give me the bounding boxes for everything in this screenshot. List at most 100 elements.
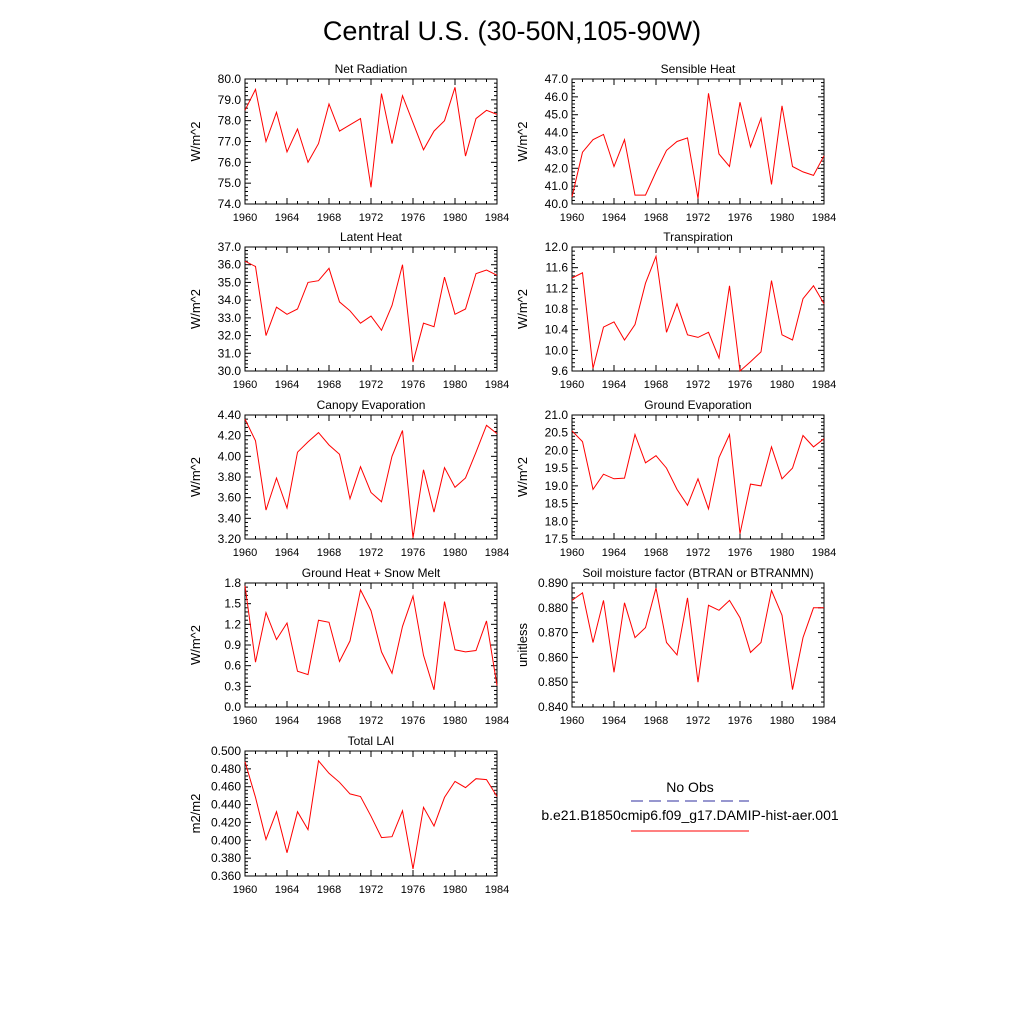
y-tick-label: 44.0 [545, 126, 569, 140]
page-title: Central U.S. (30-50N,105-90W) [323, 16, 701, 46]
x-tick-label: 1984 [485, 379, 509, 391]
y-tick-label: 18.0 [545, 514, 569, 528]
y-tick-label: 0.420 [211, 815, 241, 829]
panel-frame [244, 414, 498, 540]
panel-4: Transpiration W/m^2 1960 1964 1968 1972 1976 19… [515, 230, 836, 391]
series-line [571, 254, 825, 373]
y-tick-label: 19.0 [545, 479, 569, 493]
y-tick-label: 3.20 [218, 532, 242, 546]
y-tick-label: 9.6 [551, 364, 568, 378]
y-tick-label: 75.0 [218, 176, 242, 190]
panel-frame [244, 582, 498, 708]
x-tick-label: 1976 [728, 212, 752, 224]
y-tick-label: 0.6 [224, 659, 241, 673]
y-tick-label: 10.0 [545, 343, 569, 357]
panel-frame [244, 246, 498, 372]
x-tick-label: 1980 [443, 547, 467, 559]
y-tick-label: 36.0 [218, 258, 242, 272]
x-tick-label: 1972 [686, 715, 710, 727]
x-tick-label: 1968 [317, 715, 341, 727]
x-tick-label: 1976 [728, 547, 752, 559]
x-tick-label: 1972 [686, 212, 710, 224]
panel-title: Soil moisture factor (BTRAN or BTRANMN) [582, 566, 813, 580]
panel-8: Soil moisture factor (BTRAN or BTRANMN) u… [515, 566, 836, 727]
x-tick-label: 1980 [770, 379, 794, 391]
y-tick-label: 0.860 [538, 650, 568, 664]
y-tick-label: 1.5 [224, 597, 241, 611]
y-tick-label: 74.0 [218, 197, 242, 211]
y-tick-label: 11.2 [546, 281, 569, 295]
y-tick-label: 33.0 [218, 311, 242, 325]
x-tick-label: 1984 [485, 547, 509, 559]
x-tick-label: 1980 [443, 212, 467, 224]
x-tick-label: 1984 [485, 212, 509, 224]
series-line [571, 587, 824, 690]
y-tick-label: 0.840 [538, 700, 568, 714]
y-tick-label: 32.0 [218, 329, 242, 343]
series-line [571, 93, 825, 199]
legend-obs-label: No Obs [666, 779, 713, 795]
x-tick-label: 1984 [485, 884, 509, 896]
x-tick-label: 1960 [233, 884, 257, 896]
x-tick-label: 1960 [560, 715, 584, 727]
x-tick-label: 1964 [602, 547, 626, 559]
x-tick-label: 1976 [728, 715, 752, 727]
x-tick-label: 1976 [401, 212, 425, 224]
x-tick-label: 1972 [359, 212, 383, 224]
x-tick-label: 1984 [485, 715, 509, 727]
x-tick-label: 1980 [770, 212, 794, 224]
panels: Net Radiation W/m^2 1960 1964 1968 1972 1976 19… [188, 62, 836, 896]
panel-1: Net Radiation W/m^2 1960 1964 1968 1972 1976 19… [188, 62, 509, 224]
y-tick-label: 80.0 [218, 72, 242, 86]
x-tick-label: 1968 [644, 212, 668, 224]
x-tick-label: 1964 [275, 884, 299, 896]
panel-9: Total LAI m2/m2 1960 1964 1968 1972 1976 1980 19… [188, 734, 509, 896]
y-axis-label: m2/m2 [188, 794, 203, 834]
x-tick-label: 1972 [686, 547, 710, 559]
x-tick-label: 1980 [770, 547, 794, 559]
y-tick-label: 4.20 [218, 429, 242, 443]
y-axis-label: W/m^2 [188, 457, 203, 497]
panel-2: Sensible Heat W/m^2 1960 1964 1968 1972 1976 19… [515, 62, 836, 224]
x-tick-label: 1968 [317, 379, 341, 391]
x-tick-label: 1960 [560, 212, 584, 224]
y-tick-label: 18.5 [545, 497, 569, 511]
x-tick-label: 1976 [401, 884, 425, 896]
x-tick-label: 1980 [443, 379, 467, 391]
y-tick-label: 30.0 [218, 364, 242, 378]
y-tick-label: 0.9 [224, 638, 241, 652]
y-tick-label: 0.890 [538, 576, 568, 590]
y-tick-label: 0.380 [211, 851, 241, 865]
y-tick-label: 0.440 [211, 798, 241, 812]
x-tick-label: 1984 [812, 379, 836, 391]
y-axis-label: W/m^2 [188, 289, 203, 329]
series-line [244, 759, 498, 869]
y-tick-label: 0.880 [538, 601, 568, 615]
y-tick-label: 12.0 [545, 240, 569, 254]
panel-3: Latent Heat W/m^2 1960 1964 1968 1972 1976 1980… [188, 230, 509, 391]
x-tick-label: 1976 [728, 379, 752, 391]
y-tick-label: 35.0 [218, 275, 242, 289]
x-tick-label: 1960 [233, 715, 257, 727]
y-tick-label: 20.5 [545, 426, 569, 440]
y-tick-label: 0.3 [224, 679, 241, 693]
x-tick-label: 1964 [602, 212, 626, 224]
panel-title: Transpiration [663, 230, 733, 244]
x-tick-label: 1984 [812, 547, 836, 559]
y-tick-label: 20.0 [545, 443, 569, 457]
panel-5: Canopy Evaporation W/m^2 1960 1964 1968 1972 1… [188, 398, 509, 559]
y-axis-label: unitless [515, 622, 530, 667]
legend: No Obs b.e21.B1850cmip6.f09_g17.DAMIP-hi… [541, 779, 839, 832]
y-tick-label: 47.0 [545, 72, 569, 86]
y-tick-label: 10.4 [545, 323, 569, 337]
y-tick-label: 3.40 [218, 511, 242, 525]
y-tick-label: 0.360 [211, 869, 241, 883]
y-tick-label: 19.5 [545, 461, 569, 475]
x-tick-label: 1964 [275, 212, 299, 224]
y-tick-label: 1.8 [224, 576, 241, 590]
x-tick-label: 1960 [560, 547, 584, 559]
y-tick-label: 42.0 [545, 161, 569, 175]
x-tick-label: 1960 [233, 547, 257, 559]
y-tick-label: 0.500 [211, 744, 241, 758]
